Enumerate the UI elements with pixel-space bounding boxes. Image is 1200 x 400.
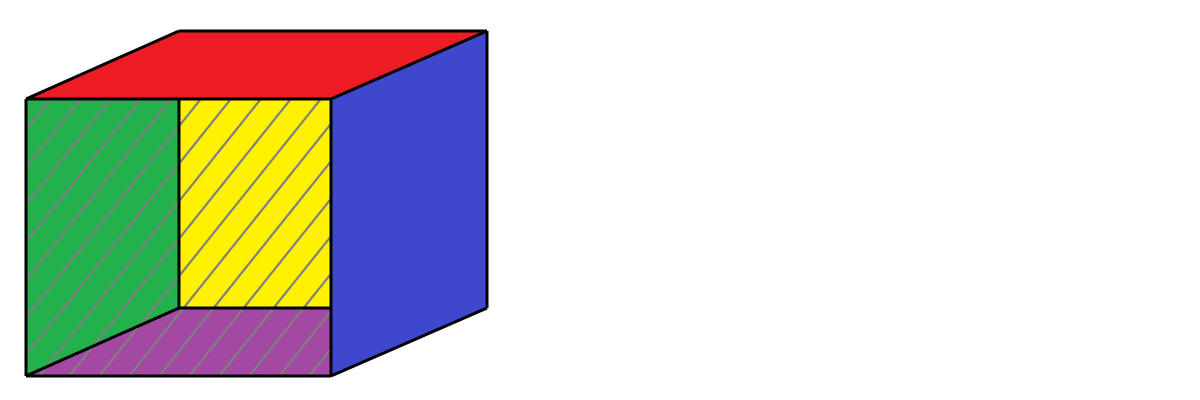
hatch-line (470, 0, 790, 400)
hatch-line (49, 99, 179, 376)
hatch-line (470, 0, 790, 400)
hatch-line (0, 0, 10, 400)
hatch-line (650, 0, 970, 400)
hatch-line (500, 0, 820, 400)
right-face (331, 31, 487, 376)
hatch-line (560, 0, 880, 400)
hatch-line (0, 0, 10, 400)
hatch-line (680, 0, 1000, 400)
bottom-right-diagonal-edge (330, 306, 488, 378)
hatch-line (26, 99, 179, 376)
hatch-line (530, 0, 850, 400)
top-right-diagonal-edge (330, 29, 488, 101)
hatch-line (530, 0, 850, 400)
hatch-line (590, 0, 910, 400)
hatch-line (212, 159, 331, 308)
hatch-line (560, 0, 880, 400)
hatch-line (179, 99, 293, 241)
hatch-line (590, 0, 910, 400)
hatch-line (26, 99, 179, 376)
hatch-line (500, 0, 820, 400)
bottom-face (26, 308, 331, 376)
hatch-line (680, 0, 1000, 400)
hatch-line (109, 308, 331, 376)
hatch-line (229, 308, 331, 376)
hatch-line (590, 0, 910, 400)
hatch-line (620, 0, 940, 400)
inner-bottom-diagonal-edge (25, 306, 180, 378)
hatch-line (26, 99, 179, 376)
hatch-line (0, 0, 10, 400)
hatch-line (259, 308, 331, 376)
hatch-line (470, 0, 790, 400)
hatch-line (620, 0, 940, 400)
hatch-line (650, 0, 970, 400)
hatch-line (500, 0, 820, 400)
hatch-line (680, 0, 1000, 400)
cube-edges (24, 29, 489, 378)
back-face (179, 99, 331, 308)
hatch-line (26, 99, 179, 376)
hatch-line (169, 308, 331, 376)
hatch-line (182, 121, 331, 308)
hatch-line (530, 0, 850, 400)
hatch-line (79, 308, 331, 376)
hatch-line (650, 0, 970, 400)
hatch-line (26, 99, 179, 376)
hatch-line (26, 99, 179, 376)
hatch-line (139, 308, 331, 376)
hatch-line (179, 99, 323, 279)
hatch-line (620, 0, 940, 400)
hatch-line (199, 308, 331, 376)
hatch-line (560, 0, 880, 400)
top-left-diagonal-edge (25, 29, 180, 101)
